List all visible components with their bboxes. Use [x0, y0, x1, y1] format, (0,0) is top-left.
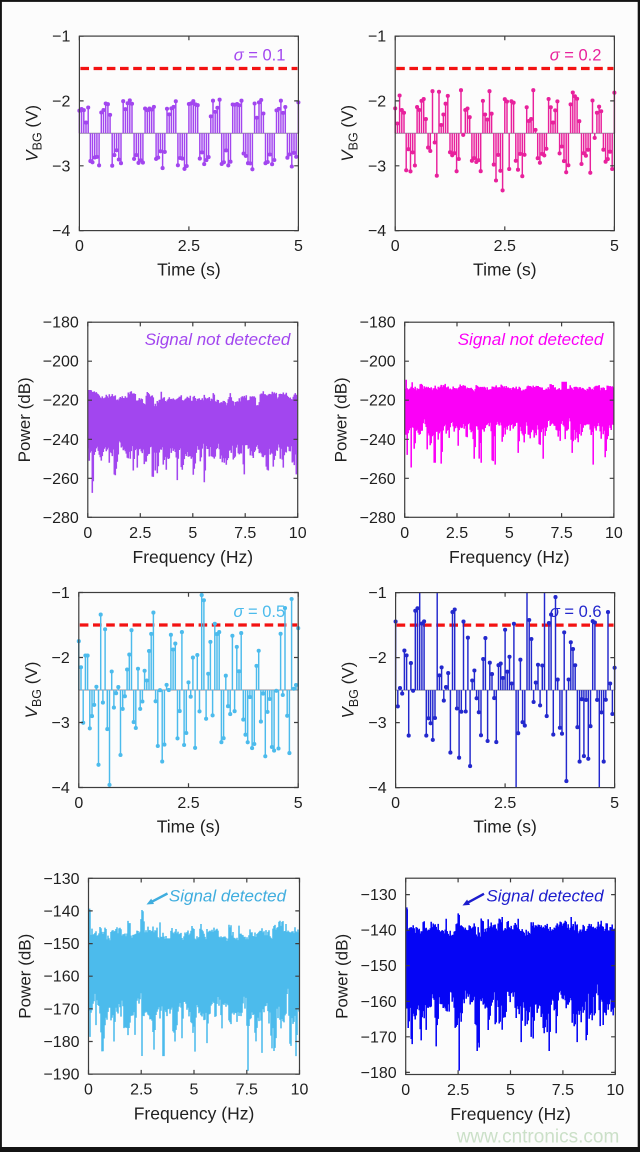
svg-text:5: 5: [506, 1082, 515, 1099]
svg-text:7.5: 7.5: [234, 525, 256, 542]
svg-text:2.5: 2.5: [494, 795, 516, 812]
svg-text:10: 10: [289, 525, 307, 542]
svg-text:VBG (V): VBG (V): [22, 662, 44, 719]
svg-text:−180: −180: [361, 1065, 397, 1082]
svg-text:0: 0: [74, 795, 83, 812]
svg-text:Power (dB): Power (dB): [15, 377, 34, 462]
svg-text:0: 0: [75, 238, 84, 255]
svg-text:Time (s): Time (s): [473, 817, 537, 837]
svg-text:2.5: 2.5: [130, 1082, 152, 1099]
svg-text:−200: −200: [360, 354, 396, 371]
svg-text:VBG (V): VBG (V): [22, 105, 44, 162]
svg-text:Time (s): Time (s): [473, 260, 537, 280]
svg-text:σ = 0.2: σ = 0.2: [550, 46, 602, 64]
svg-text:−3: −3: [52, 715, 70, 732]
svg-text:σ = 0.1: σ = 0.1: [234, 46, 286, 64]
svg-text:−150: −150: [43, 936, 79, 953]
svg-text:www.cntronics.com: www.cntronics.com: [456, 1127, 620, 1148]
svg-text:7.5: 7.5: [236, 1082, 258, 1099]
svg-text:Signal detected: Signal detected: [486, 887, 604, 906]
svg-text:Power (dB): Power (dB): [333, 934, 352, 1019]
svg-text:VBG (V): VBG (V): [339, 662, 361, 719]
svg-text:−3: −3: [52, 158, 70, 175]
svg-text:−170: −170: [43, 1001, 79, 1018]
svg-text:−140: −140: [43, 903, 79, 920]
svg-text:0: 0: [391, 238, 400, 255]
svg-text:−2: −2: [368, 650, 386, 667]
svg-text:−1: −1: [52, 585, 70, 602]
svg-text:−170: −170: [361, 1029, 397, 1046]
svg-text:−260: −260: [43, 471, 79, 488]
svg-text:−280: −280: [360, 510, 396, 527]
svg-text:−2: −2: [52, 650, 70, 667]
svg-text:−240: −240: [43, 432, 79, 449]
svg-text:7.5: 7.5: [550, 525, 572, 542]
svg-text:−160: −160: [361, 994, 397, 1011]
svg-text:Signal detected: Signal detected: [169, 887, 287, 906]
svg-text:2.5: 2.5: [178, 238, 200, 255]
svg-text:5: 5: [190, 1082, 199, 1099]
svg-text:−280: −280: [43, 510, 79, 527]
svg-text:−1: −1: [368, 29, 386, 46]
svg-text:Signal not detected: Signal not detected: [145, 330, 291, 349]
svg-text:2.5: 2.5: [129, 525, 151, 542]
svg-text:−220: −220: [43, 393, 79, 410]
svg-text:−1: −1: [368, 585, 386, 602]
svg-text:5: 5: [610, 238, 619, 255]
svg-text:−1: −1: [52, 29, 70, 46]
svg-text:Time (s): Time (s): [157, 817, 221, 837]
svg-text:−4: −4: [368, 223, 386, 240]
svg-text:−220: −220: [360, 393, 396, 410]
svg-text:Power (dB): Power (dB): [332, 377, 351, 462]
svg-text:5: 5: [188, 525, 197, 542]
svg-text:0: 0: [83, 525, 92, 542]
svg-text:2.5: 2.5: [446, 525, 468, 542]
svg-text:−3: −3: [368, 715, 386, 732]
svg-text:Power (dB): Power (dB): [16, 934, 35, 1019]
svg-text:−2: −2: [52, 93, 70, 110]
svg-text:Signal not detected: Signal not detected: [458, 330, 604, 349]
svg-text:−200: −200: [43, 354, 79, 371]
svg-text:5: 5: [294, 795, 303, 812]
svg-text:−3: −3: [368, 158, 386, 175]
svg-text:0: 0: [400, 525, 409, 542]
svg-text:2.5: 2.5: [177, 795, 199, 812]
svg-text:Time (s): Time (s): [157, 260, 221, 280]
svg-text:0: 0: [401, 1082, 410, 1099]
svg-text:σ = 0.5: σ = 0.5: [233, 603, 285, 621]
svg-text:7.5: 7.5: [552, 1082, 574, 1099]
svg-text:−180: −180: [360, 315, 396, 332]
svg-text:Frequency (Hz): Frequency (Hz): [133, 547, 254, 567]
svg-text:−190: −190: [43, 1067, 79, 1084]
svg-text:2.5: 2.5: [494, 238, 516, 255]
svg-text:−140: −140: [361, 923, 397, 940]
svg-text:−4: −4: [52, 223, 70, 240]
svg-text:−130: −130: [43, 871, 79, 888]
svg-text:−4: −4: [52, 780, 70, 797]
svg-text:−4: −4: [368, 780, 386, 797]
svg-text:−2: −2: [368, 93, 386, 110]
svg-text:−180: −180: [43, 315, 79, 332]
svg-text:Frequency (Hz): Frequency (Hz): [134, 1104, 255, 1124]
svg-text:10: 10: [605, 525, 623, 542]
svg-text:0: 0: [84, 1082, 93, 1099]
svg-text:−240: −240: [360, 432, 396, 449]
svg-text:5: 5: [505, 525, 514, 542]
svg-text:VBG (V): VBG (V): [338, 105, 360, 162]
svg-text:Frequency (Hz): Frequency (Hz): [450, 1104, 571, 1124]
svg-text:−130: −130: [361, 887, 397, 904]
svg-text:−150: −150: [361, 958, 397, 975]
svg-text:5: 5: [610, 795, 619, 812]
svg-text:σ = 0.6: σ = 0.6: [550, 603, 602, 621]
svg-text:0: 0: [391, 795, 400, 812]
svg-text:10: 10: [606, 1082, 624, 1099]
svg-text:−180: −180: [43, 1034, 79, 1051]
svg-text:10: 10: [291, 1082, 309, 1099]
svg-text:Frequency (Hz): Frequency (Hz): [449, 547, 570, 567]
svg-text:5: 5: [294, 238, 303, 255]
svg-text:−260: −260: [360, 471, 396, 488]
svg-text:2.5: 2.5: [447, 1082, 469, 1099]
svg-text:−160: −160: [43, 969, 79, 986]
